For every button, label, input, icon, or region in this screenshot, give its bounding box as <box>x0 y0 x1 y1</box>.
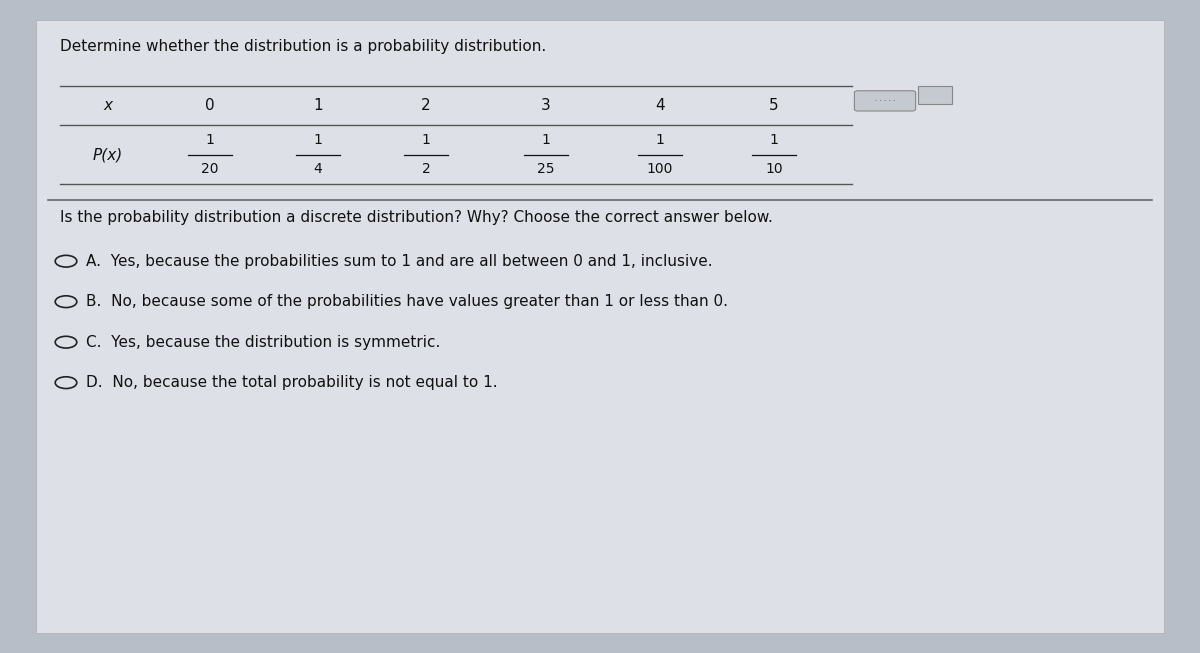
Text: 1: 1 <box>313 99 323 113</box>
Text: 4: 4 <box>655 99 665 113</box>
Text: A.  Yes, because the probabilities sum to 1 and are all between 0 and 1, inclusi: A. Yes, because the probabilities sum to… <box>86 254 713 268</box>
Text: 10: 10 <box>766 162 782 176</box>
Text: 20: 20 <box>202 162 218 176</box>
Text: D.  No, because the total probability is not equal to 1.: D. No, because the total probability is … <box>86 375 498 390</box>
Text: Is the probability distribution a discrete distribution? Why? Choose the correct: Is the probability distribution a discre… <box>60 210 773 225</box>
Text: Determine whether the distribution is a probability distribution.: Determine whether the distribution is a … <box>60 39 546 54</box>
Text: 25: 25 <box>538 162 554 176</box>
Text: 100: 100 <box>647 162 673 176</box>
Text: B.  No, because some of the probabilities have values greater than 1 or less tha: B. No, because some of the probabilities… <box>86 295 728 309</box>
Text: 1: 1 <box>205 133 215 148</box>
Text: 1: 1 <box>421 133 431 148</box>
Text: C.  Yes, because the distribution is symmetric.: C. Yes, because the distribution is symm… <box>86 335 440 349</box>
Text: 1: 1 <box>769 133 779 148</box>
Text: 3: 3 <box>541 99 551 113</box>
Text: x: x <box>103 99 113 113</box>
Text: · · · · ·: · · · · · <box>875 98 895 104</box>
Text: 2: 2 <box>421 162 431 176</box>
Text: 1: 1 <box>313 133 323 148</box>
Text: 5: 5 <box>769 99 779 113</box>
Text: 2: 2 <box>421 99 431 113</box>
Text: 4: 4 <box>313 162 323 176</box>
Text: 1: 1 <box>541 133 551 148</box>
Text: 0: 0 <box>205 99 215 113</box>
Text: P(x): P(x) <box>92 148 124 162</box>
Text: 1: 1 <box>655 133 665 148</box>
